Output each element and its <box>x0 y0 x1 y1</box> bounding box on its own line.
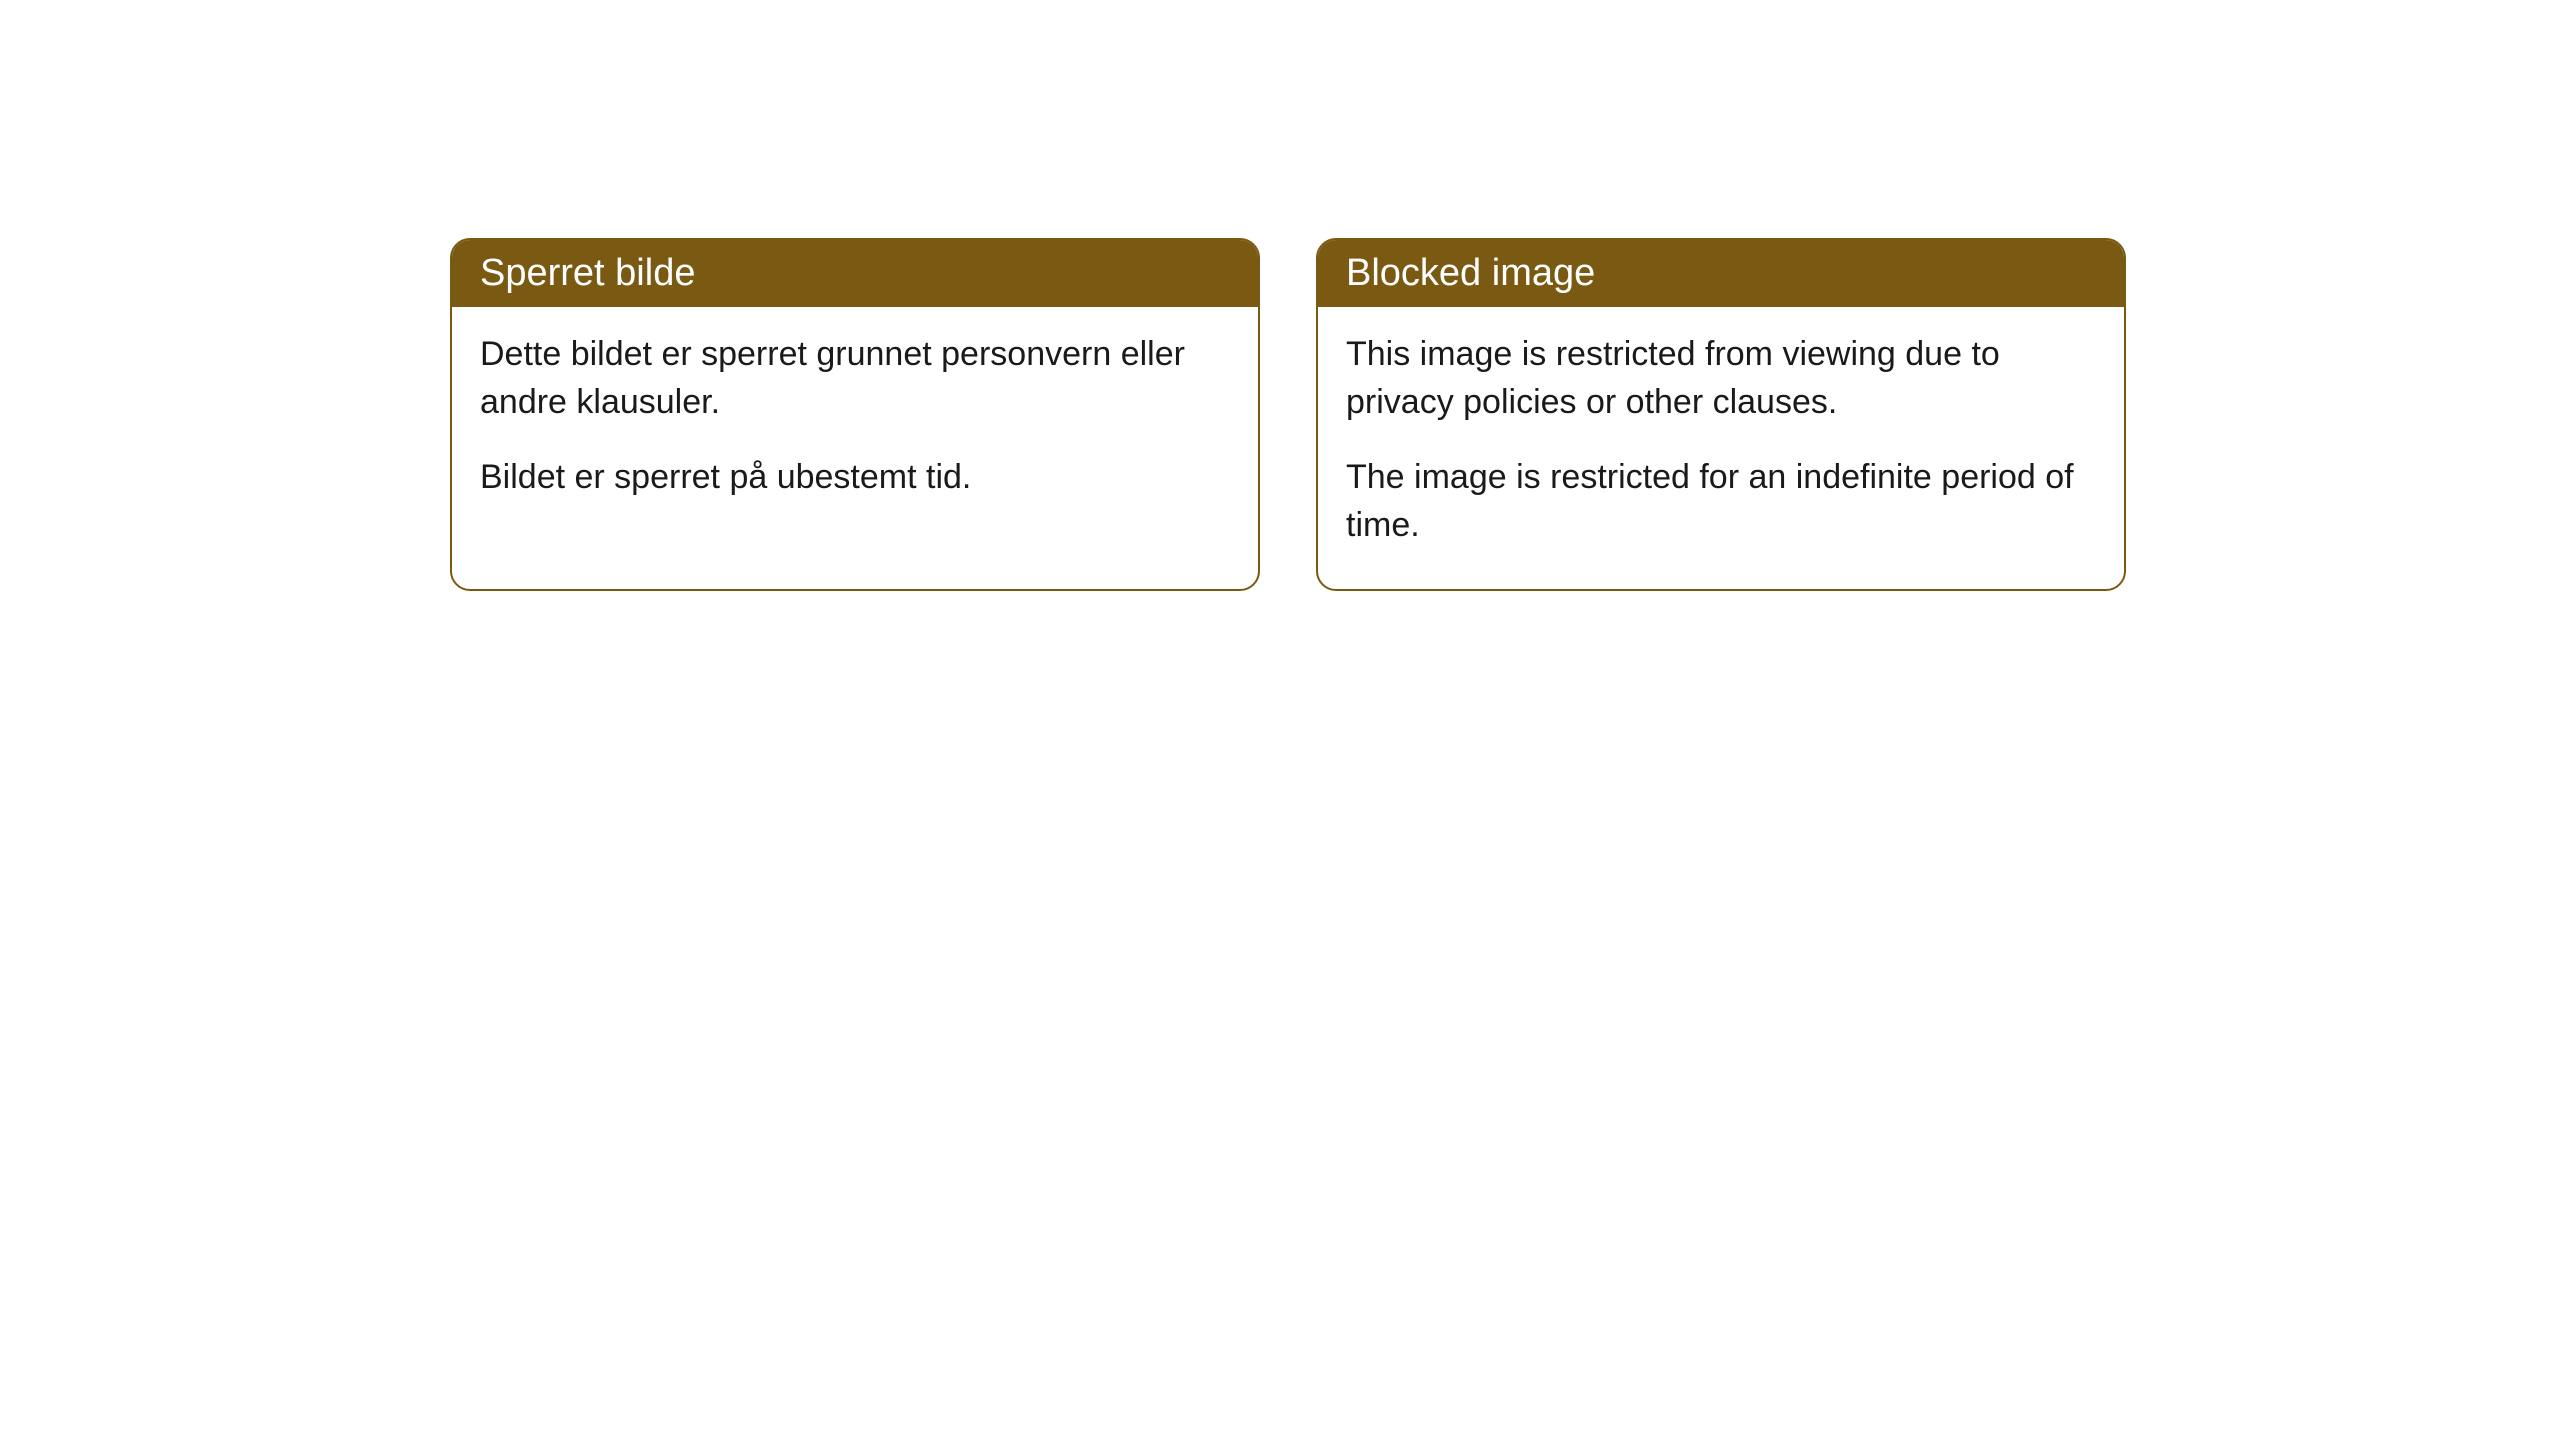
notice-card-body: Dette bildet er sperret grunnet personve… <box>452 307 1258 542</box>
notice-card-english: Blocked image This image is restricted f… <box>1316 238 2126 591</box>
notice-paragraph: Bildet er sperret på ubestemt tid. <box>480 454 1230 502</box>
notice-card-header: Sperret bilde <box>452 240 1258 307</box>
notice-card-header: Blocked image <box>1318 240 2124 307</box>
notice-title: Blocked image <box>1346 252 1595 294</box>
notice-paragraph: The image is restricted for an indefinit… <box>1346 454 2096 549</box>
notice-card-norwegian: Sperret bilde Dette bildet er sperret gr… <box>450 238 1260 591</box>
notice-card-body: This image is restricted from viewing du… <box>1318 307 2124 589</box>
notice-cards-container: Sperret bilde Dette bildet er sperret gr… <box>450 238 2126 591</box>
notice-title: Sperret bilde <box>480 252 695 294</box>
notice-paragraph: Dette bildet er sperret grunnet personve… <box>480 331 1230 426</box>
notice-paragraph: This image is restricted from viewing du… <box>1346 331 2096 426</box>
